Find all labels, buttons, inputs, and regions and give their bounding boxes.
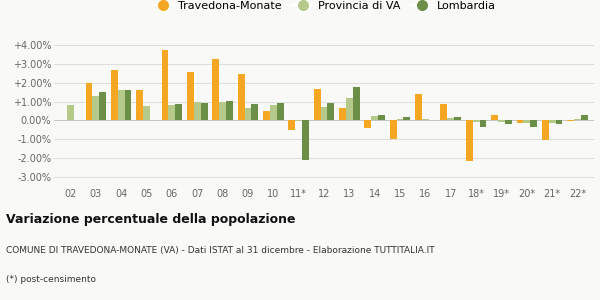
Bar <box>251 103 258 120</box>
Bar <box>415 94 422 120</box>
Bar <box>118 90 125 120</box>
Bar <box>320 107 328 120</box>
Bar <box>574 118 581 120</box>
Bar <box>289 120 295 130</box>
Bar <box>390 120 397 139</box>
Bar <box>567 120 574 121</box>
Bar <box>328 103 334 120</box>
Bar <box>277 103 284 120</box>
Bar <box>440 104 448 120</box>
Bar <box>200 103 208 120</box>
Bar <box>339 108 346 120</box>
Bar <box>581 115 588 120</box>
Bar <box>371 116 378 120</box>
Bar <box>473 120 479 122</box>
Bar <box>263 111 270 120</box>
Bar <box>143 106 150 120</box>
Bar <box>175 104 182 120</box>
Bar <box>542 120 549 140</box>
Bar <box>549 120 556 123</box>
Bar <box>187 72 194 120</box>
Bar <box>212 58 219 120</box>
Bar <box>314 89 320 120</box>
Bar <box>479 120 487 127</box>
Legend: Travedona-Monate, Provincia di VA, Lombardia: Travedona-Monate, Provincia di VA, Lomba… <box>148 0 500 15</box>
Bar <box>556 120 562 124</box>
Text: COMUNE DI TRAVEDONA-MONATE (VA) - Dati ISTAT al 31 dicembre - Elaborazione TUTTI: COMUNE DI TRAVEDONA-MONATE (VA) - Dati I… <box>6 247 434 256</box>
Bar <box>448 118 454 120</box>
Bar <box>99 92 106 120</box>
Bar <box>422 119 429 120</box>
Bar <box>454 117 461 120</box>
Bar <box>86 83 92 120</box>
Bar <box>92 96 99 120</box>
Bar <box>523 120 530 123</box>
Bar <box>245 108 251 120</box>
Bar <box>505 120 512 124</box>
Bar <box>403 117 410 120</box>
Text: Variazione percentuale della popolazione: Variazione percentuale della popolazione <box>6 214 296 226</box>
Bar <box>498 120 505 122</box>
Bar <box>226 101 233 120</box>
Bar <box>136 90 143 120</box>
Bar <box>194 102 200 120</box>
Bar <box>517 120 523 123</box>
Bar <box>530 120 537 127</box>
Bar <box>353 87 359 120</box>
Bar <box>466 120 473 161</box>
Bar <box>364 120 371 128</box>
Bar <box>67 105 74 120</box>
Bar <box>111 70 118 120</box>
Bar <box>302 120 309 160</box>
Bar <box>491 115 498 120</box>
Text: (*) post-censimento: (*) post-censimento <box>6 275 96 284</box>
Bar <box>378 115 385 120</box>
Bar <box>238 74 245 120</box>
Bar <box>397 119 403 120</box>
Bar <box>219 102 226 120</box>
Bar <box>270 105 277 120</box>
Bar <box>295 120 302 121</box>
Bar <box>161 50 169 120</box>
Bar <box>169 105 175 120</box>
Bar <box>125 90 131 120</box>
Bar <box>346 98 353 120</box>
